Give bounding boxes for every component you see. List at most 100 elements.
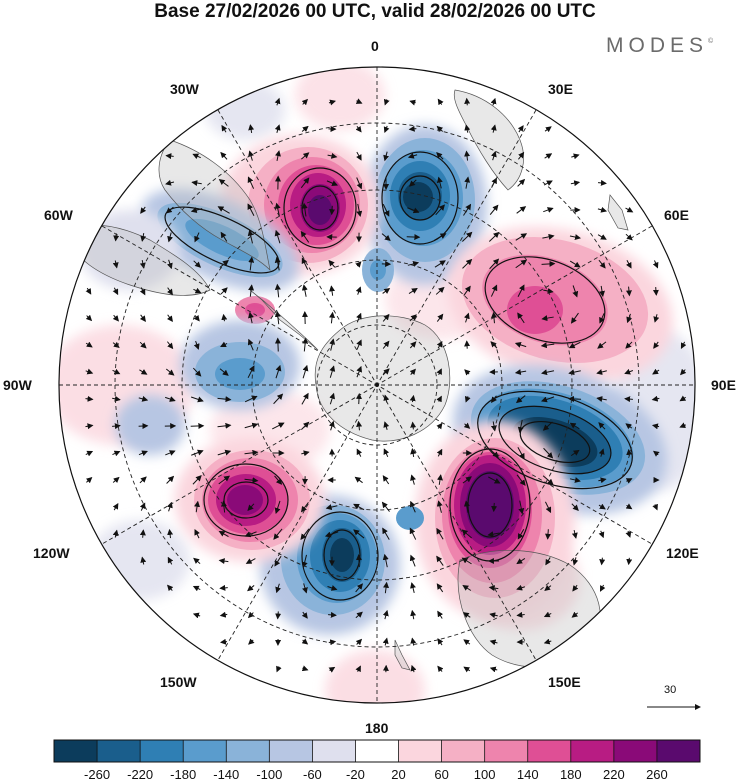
wind-vector <box>328 259 336 268</box>
wind-vector <box>625 423 633 430</box>
wind-vector <box>85 450 94 457</box>
wind-vector <box>516 611 525 618</box>
wind-vector <box>462 584 472 591</box>
colorbar-label: 220 <box>603 767 625 782</box>
wind-vector <box>356 420 363 431</box>
wind-vector <box>327 585 338 591</box>
wind-vector <box>382 203 390 217</box>
wind-vector <box>651 395 660 402</box>
wind-vector <box>462 612 471 619</box>
wind-vector <box>545 557 551 566</box>
wind-vector <box>247 503 255 511</box>
wind-vector <box>542 233 555 240</box>
wind-vector <box>410 421 417 430</box>
wind-vector <box>409 394 416 403</box>
lon-label-120w: 120W <box>33 545 70 561</box>
wind-vector <box>112 423 121 430</box>
wind-vector <box>437 98 444 106</box>
wind-vector <box>653 341 660 349</box>
colorbar-swatch <box>484 740 529 762</box>
wind-vector <box>490 150 497 161</box>
wind-vector <box>301 202 308 217</box>
wind-vector <box>329 392 336 405</box>
wind-vector <box>244 422 259 429</box>
wind-vector <box>409 554 416 567</box>
wind-vector <box>407 207 420 214</box>
wind-vector <box>329 205 336 216</box>
wind-vector <box>167 287 173 296</box>
wind-vector <box>540 396 555 403</box>
wind-vector <box>461 529 472 539</box>
wind-vector <box>383 421 390 430</box>
wind-vector <box>300 502 309 513</box>
wind-vector <box>274 475 283 485</box>
wind-vector <box>138 395 149 402</box>
wind-vector <box>165 153 174 160</box>
wind-vector <box>329 311 336 324</box>
wind-vector <box>464 395 471 403</box>
wind-vector <box>167 584 174 592</box>
wind-vector <box>569 260 581 268</box>
wind-vector <box>464 312 470 323</box>
wind-vector <box>408 125 417 132</box>
wind-vector <box>273 528 283 540</box>
wind-vector <box>570 449 580 457</box>
wind-vector <box>355 261 362 268</box>
wind-vector <box>274 283 281 298</box>
wind-vector <box>490 311 497 324</box>
map-boundary <box>58 66 696 704</box>
wind-vector <box>490 284 498 297</box>
wind-vector <box>356 448 363 457</box>
wind-vector <box>489 448 499 458</box>
wind-vector <box>139 529 146 538</box>
wind-vector <box>217 422 232 429</box>
wind-vector <box>597 206 608 213</box>
wind-vector <box>302 364 309 379</box>
wind-vector <box>383 448 390 458</box>
wind-vector <box>192 367 202 377</box>
wind-vector <box>571 529 578 539</box>
wind-vector <box>166 259 173 270</box>
wind-vector <box>543 288 554 294</box>
wind-vector <box>626 259 632 269</box>
wind-vector <box>625 503 633 510</box>
wind-vector <box>596 369 607 375</box>
wind-vector <box>165 396 176 402</box>
wind-vector <box>516 474 526 486</box>
wind-vector <box>194 232 200 243</box>
wind-vector <box>220 231 228 242</box>
wind-vector <box>301 284 308 297</box>
wind-vector <box>301 125 309 133</box>
wind-vector <box>139 369 148 375</box>
wind-vector <box>487 531 500 538</box>
wind-vector <box>355 98 363 104</box>
pole-marker <box>375 383 379 387</box>
wind-vector <box>625 206 634 213</box>
wind-vector <box>543 611 552 618</box>
wind-vector <box>542 421 553 431</box>
colorbar-label: -60 <box>302 767 322 782</box>
wind-vector <box>325 504 338 511</box>
wind-vector <box>355 286 362 295</box>
wind-vector <box>218 530 229 537</box>
lon-label-30e: 30E <box>548 81 573 97</box>
lon-label-90w: 90W <box>3 377 32 393</box>
wind-vector <box>540 342 555 349</box>
wind-vector <box>300 230 310 243</box>
wind-vector <box>383 581 390 594</box>
wind-vector <box>247 176 255 189</box>
wind-vector <box>193 557 201 564</box>
wind-vector <box>463 639 471 646</box>
wind-vector <box>544 584 552 591</box>
wind-vector <box>167 528 174 539</box>
wind-vector <box>598 477 607 484</box>
wind-vector <box>515 233 528 241</box>
anomaly-magenta-120w <box>175 438 325 562</box>
wind-vector <box>219 584 228 591</box>
wind-vector <box>597 341 607 349</box>
wind-vector <box>409 179 417 187</box>
wind-vector <box>516 206 527 214</box>
wind-vector <box>328 99 336 106</box>
wind-vector <box>488 476 501 484</box>
